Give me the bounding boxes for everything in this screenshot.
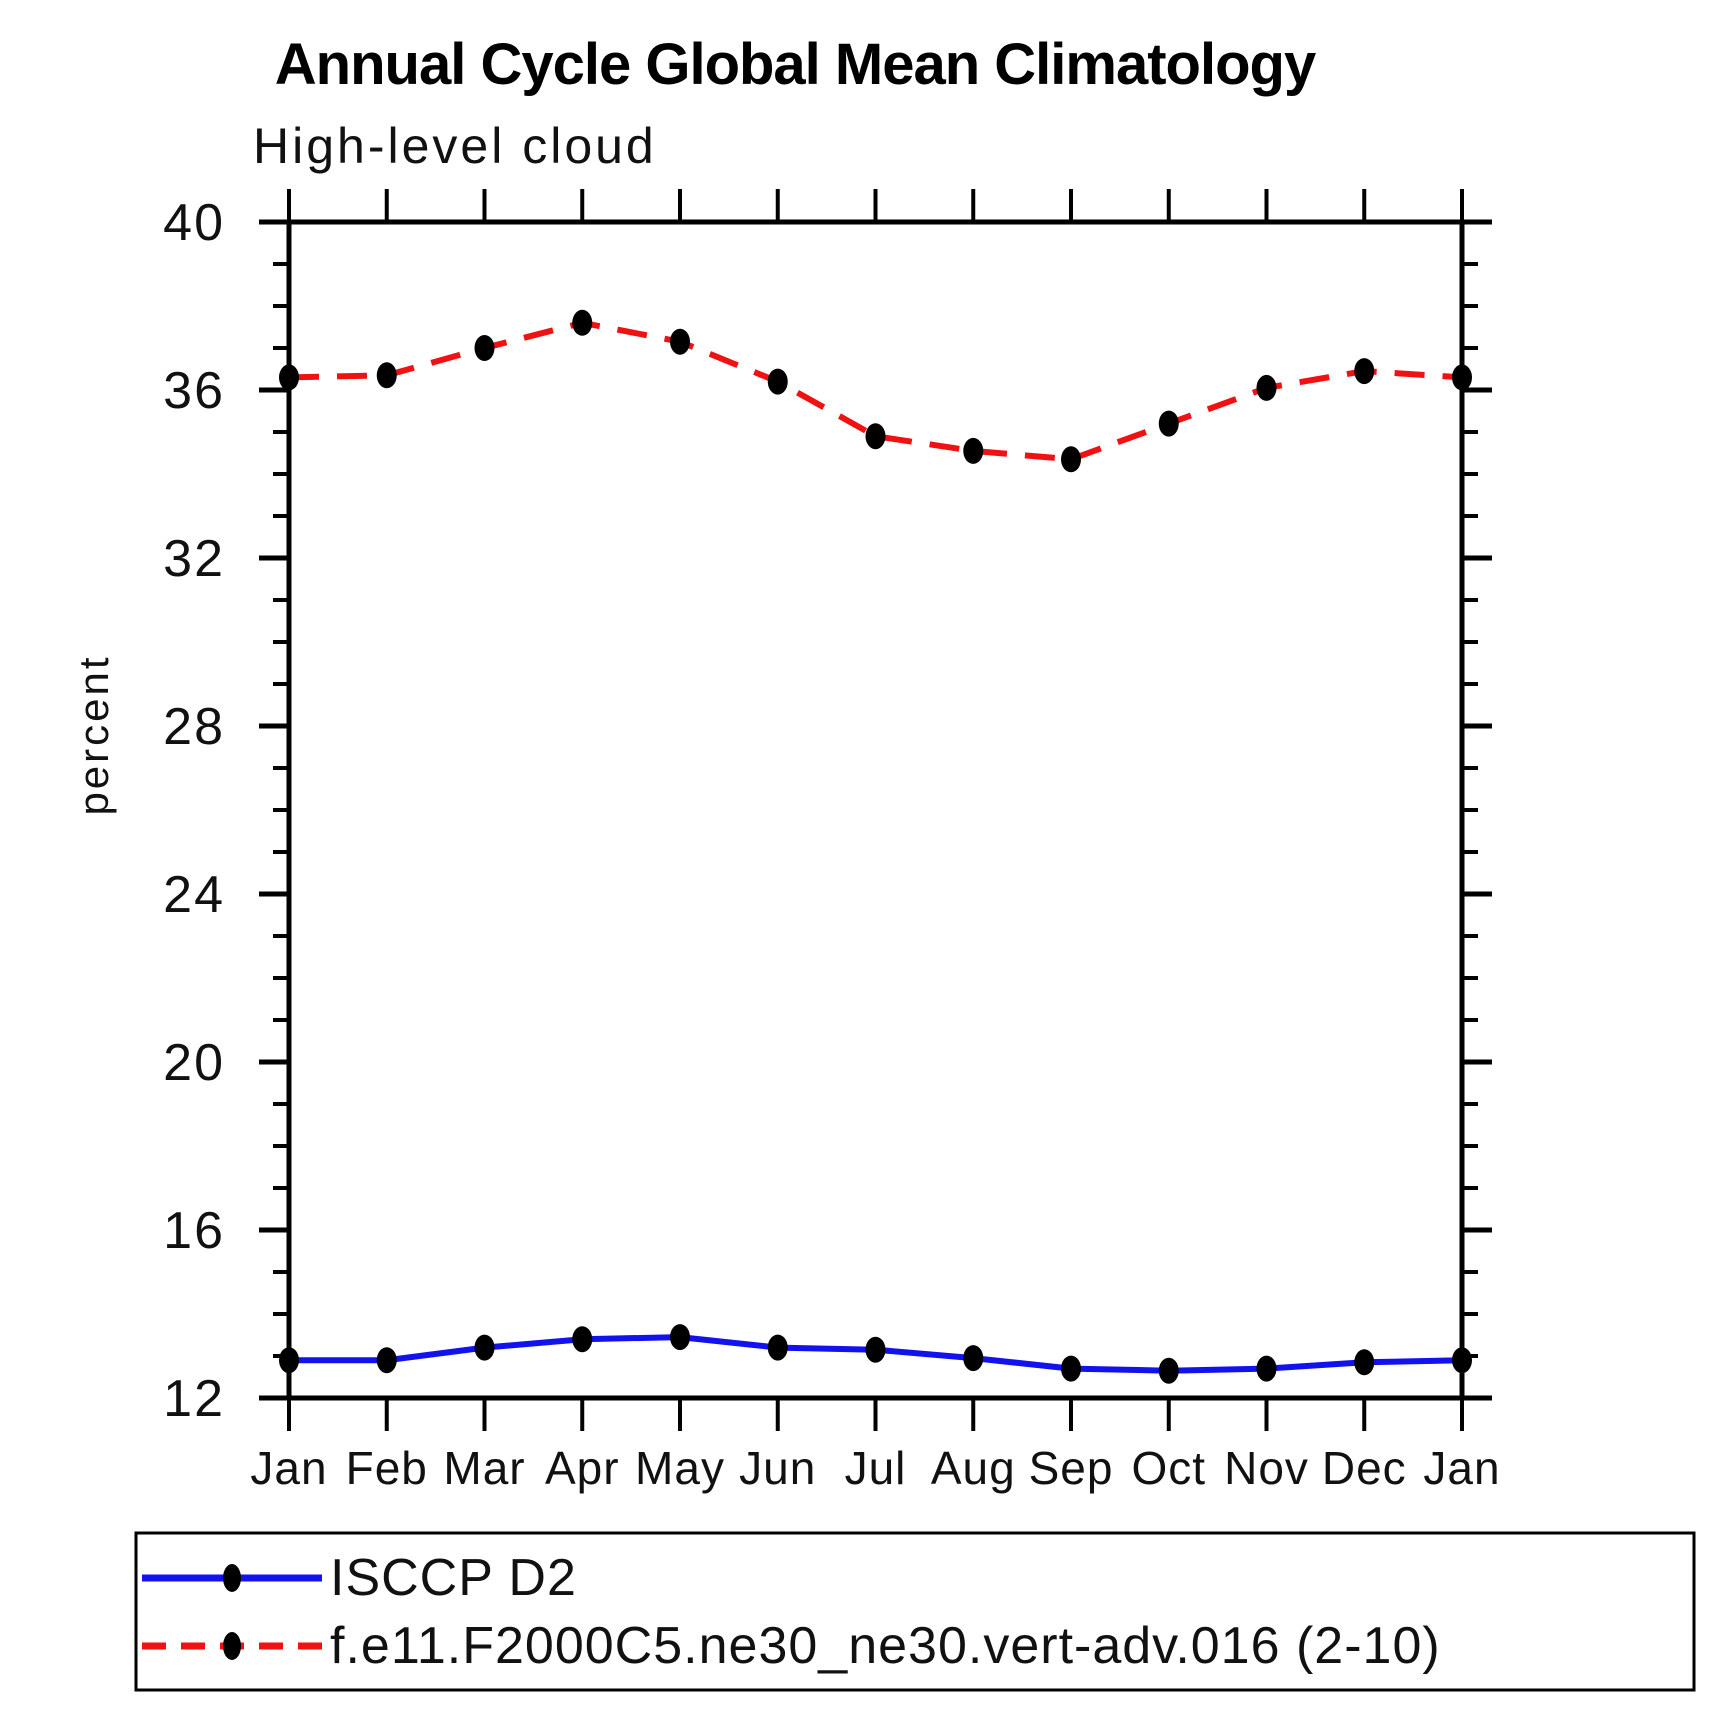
data-point-marker (376, 362, 397, 389)
data-point-marker (1354, 358, 1375, 385)
x-tick-label: Dec (1322, 1442, 1407, 1494)
y-tick-label: 12 (163, 1370, 225, 1428)
y-tick-label: 16 (163, 1202, 225, 1260)
x-tick-label: Jun (739, 1442, 816, 1494)
data-point-marker (670, 1324, 690, 1351)
y-tick-label: 40 (163, 194, 225, 252)
data-point-marker (1158, 1357, 1179, 1384)
x-tick-label: Jan (1423, 1442, 1500, 1494)
chart-subtitle: High-level cloud (253, 118, 657, 174)
x-tick-label: Jan (250, 1442, 327, 1494)
data-point-marker (865, 1336, 886, 1363)
y-tick-label: 32 (163, 530, 225, 588)
data-point-marker (670, 328, 690, 355)
data-point-marker (767, 368, 788, 395)
data-point-marker (1452, 364, 1472, 391)
x-tick-label: May (635, 1442, 725, 1494)
y-tick-label: 24 (163, 866, 225, 924)
data-point-marker (1158, 410, 1179, 437)
data-point-marker (1354, 1349, 1375, 1376)
data-point-marker (1061, 446, 1081, 473)
legend-label: f.e11.F2000C5.ne30_ne30.vert-adv.016 (2-… (330, 1617, 1441, 1675)
data-point-marker (1256, 1355, 1277, 1382)
y-tick-label: 28 (163, 698, 225, 756)
data-point-marker (1452, 1347, 1472, 1374)
x-tick-label: Sep (1029, 1442, 1114, 1494)
x-tick-label: Jul (845, 1442, 907, 1494)
data-point-marker (279, 1347, 299, 1374)
data-point-marker (376, 1347, 397, 1374)
data-point-marker (1061, 1355, 1081, 1382)
x-tick-label: Oct (1131, 1442, 1206, 1494)
y-tick-label: 36 (163, 362, 225, 420)
x-tick-label: Feb (346, 1442, 428, 1494)
chart-title: Annual Cycle Global Mean Climatology (275, 32, 1316, 97)
x-tick-label: Nov (1224, 1442, 1309, 1494)
x-tick-label: Aug (931, 1442, 1016, 1494)
data-point-marker (963, 437, 984, 464)
data-point-marker (1256, 374, 1277, 401)
data-point-marker (572, 1326, 593, 1353)
data-point-marker (767, 1334, 788, 1361)
data-point-marker (474, 335, 495, 361)
data-point-marker (279, 364, 299, 391)
data-point-marker (572, 309, 593, 336)
y-tick-label: 20 (163, 1034, 225, 1092)
y-axis-label: percent (70, 654, 117, 815)
legend-marker (223, 1632, 241, 1660)
legend-box (134, 1531, 1696, 1692)
data-point-marker (474, 1334, 495, 1361)
data-point-marker (865, 423, 886, 450)
data-point-marker (963, 1345, 984, 1372)
legend-marker (223, 1564, 241, 1592)
x-tick-label: Mar (443, 1442, 525, 1494)
legend-label: ISCCP D2 (330, 1549, 577, 1607)
x-tick-label: Apr (545, 1442, 620, 1494)
